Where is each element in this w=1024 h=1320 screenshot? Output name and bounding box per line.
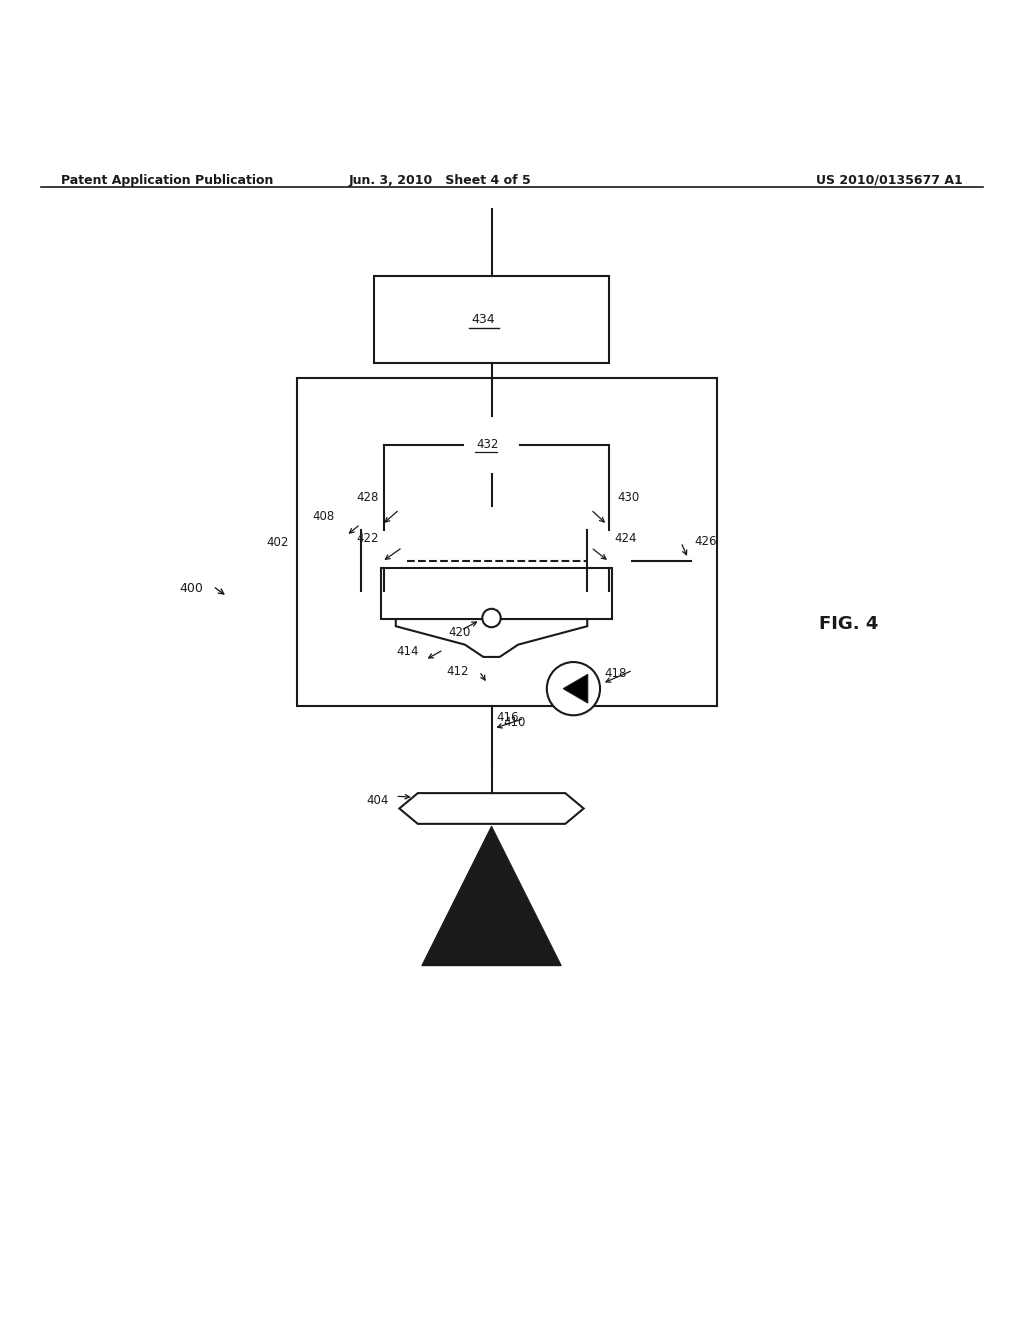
Circle shape [463, 416, 520, 474]
Text: 402: 402 [266, 536, 289, 549]
Text: 420: 420 [449, 626, 471, 639]
Text: 414: 414 [396, 644, 419, 657]
Text: 418: 418 [604, 667, 627, 680]
Text: 426: 426 [694, 536, 717, 548]
Text: 416: 416 [497, 711, 519, 725]
Bar [297, 379, 717, 706]
Circle shape [482, 609, 501, 627]
Text: 404: 404 [367, 793, 389, 807]
Text: 430: 430 [617, 491, 640, 504]
Text: US 2010/0135677 A1: US 2010/0135677 A1 [816, 174, 963, 186]
Circle shape [547, 663, 600, 715]
Text: Patent Application Publication: Patent Application Publication [61, 174, 273, 186]
Polygon shape [395, 619, 588, 657]
Polygon shape [361, 529, 407, 591]
Text: 400: 400 [179, 582, 203, 595]
Polygon shape [587, 529, 632, 591]
Text: 424: 424 [614, 532, 637, 545]
Text: 408: 408 [312, 510, 335, 523]
Text: 422: 422 [356, 532, 379, 545]
Text: 428: 428 [356, 491, 379, 504]
Text: 406: 406 [504, 898, 526, 911]
Text: Jun. 3, 2010   Sheet 4 of 5: Jun. 3, 2010 Sheet 4 of 5 [349, 174, 531, 186]
Text: 434: 434 [471, 313, 496, 326]
Polygon shape [563, 675, 588, 704]
Text: 432: 432 [476, 438, 499, 451]
Text: 410: 410 [504, 717, 526, 730]
Text: 412: 412 [446, 665, 469, 678]
Bar [374, 276, 609, 363]
Text: FIG. 4: FIG. 4 [819, 615, 879, 634]
Polygon shape [399, 793, 584, 824]
Bar [381, 568, 612, 619]
